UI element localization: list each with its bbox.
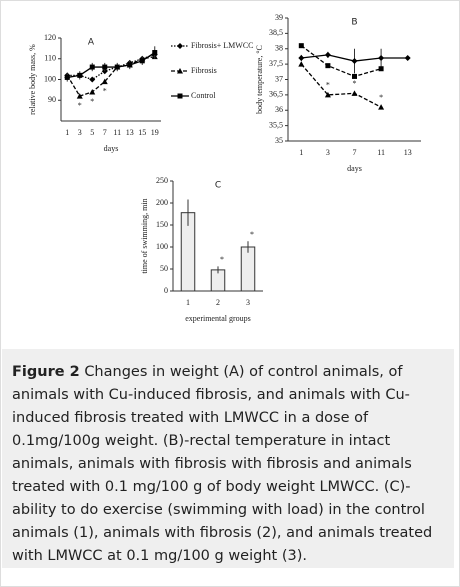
y-tick-label: 38,5	[269, 28, 283, 37]
marker	[64, 74, 70, 80]
y-tick-label: 50	[160, 264, 168, 273]
legend-label: Control	[191, 91, 216, 100]
marker	[77, 72, 83, 78]
x-axis-label: days	[347, 164, 362, 173]
marker	[352, 73, 357, 79]
marker	[404, 54, 411, 61]
y-tick-label: 38	[275, 44, 283, 53]
series-line	[300, 63, 382, 108]
marker	[298, 54, 305, 61]
marker	[298, 61, 305, 67]
marker	[127, 62, 133, 68]
significance: *	[353, 79, 357, 88]
x-tick-label: 11	[113, 128, 121, 137]
marker	[139, 58, 145, 64]
significance: *	[90, 97, 94, 106]
y-tick-label: 150	[156, 220, 168, 229]
y-tick-label: 250	[156, 176, 168, 185]
marker	[378, 66, 384, 72]
marker	[325, 63, 331, 69]
marker	[76, 93, 83, 99]
marker	[177, 68, 183, 74]
marker	[102, 64, 108, 70]
x-axis-label: days	[104, 144, 119, 153]
y-tick-label: 110	[44, 54, 56, 63]
marker	[114, 64, 120, 70]
bar	[240, 246, 256, 292]
marker	[298, 43, 304, 49]
marker	[351, 90, 358, 96]
x-tick-label: 11	[377, 148, 385, 157]
x-tick-label: 7	[353, 148, 357, 157]
marker	[89, 64, 95, 70]
marker	[378, 54, 385, 61]
x-tick-label: 13	[404, 148, 412, 157]
y-tick-label: 90	[48, 95, 56, 104]
significance: *	[379, 93, 383, 102]
y-tick-label: 200	[156, 198, 168, 207]
marker	[89, 76, 96, 83]
x-tick-label: 3	[78, 128, 82, 137]
caption: Figure 2 Changes in weight (A) of contro…	[2, 349, 454, 568]
marker	[177, 43, 183, 49]
caption-text: Changes in weight (A) of control animals…	[12, 364, 433, 564]
y-axis-label: time of swimming, min	[140, 198, 149, 273]
y-tick-label: 100	[44, 74, 56, 83]
x-tick-label: 3	[246, 298, 250, 307]
x-tick-label: 2	[216, 298, 220, 307]
significance: *	[250, 230, 254, 239]
x-tick-label: 13	[126, 128, 134, 137]
y-tick-label: 35,5	[269, 120, 283, 129]
y-axis-label: body temperature, °C	[255, 45, 264, 114]
x-tick-label: 7	[103, 128, 107, 137]
chart-title: B	[351, 18, 357, 28]
marker	[324, 91, 331, 98]
significance: *	[103, 86, 107, 95]
y-tick-label: 120	[44, 33, 56, 42]
significance: *	[220, 255, 224, 264]
y-tick-label: 0	[164, 286, 168, 295]
marker	[351, 58, 358, 65]
marker	[152, 50, 158, 56]
y-axis-label: relative body mass, %	[28, 44, 37, 115]
x-axis-label: experimental groups	[185, 314, 251, 323]
marker	[177, 93, 183, 99]
significance: *	[78, 101, 82, 110]
x-tick-label: 5	[90, 128, 94, 137]
caption-label: Figure 2	[12, 364, 80, 380]
y-tick-label: 35	[275, 136, 283, 145]
x-tick-label: 19	[151, 128, 159, 137]
y-tick-label: 37,5	[269, 59, 283, 68]
significance: *	[326, 81, 330, 90]
chart-title: A	[88, 38, 95, 48]
y-tick-label: 39	[275, 13, 283, 22]
y-tick-label: 36,5	[269, 90, 283, 99]
y-tick-label: 36	[275, 105, 283, 114]
x-tick-label: 15	[138, 128, 146, 137]
y-tick-label: 37	[275, 74, 283, 83]
x-tick-label: 1	[186, 298, 190, 307]
marker	[324, 51, 331, 58]
legend-label: Fibrosis	[191, 66, 217, 75]
x-tick-label: 1	[299, 148, 303, 157]
y-tick-label: 100	[156, 242, 168, 251]
legend-label: Fibrosis+ LMWCC	[191, 41, 254, 50]
x-tick-label: 1	[65, 128, 69, 137]
marker	[101, 78, 108, 85]
chart-title: C	[215, 181, 221, 191]
marker	[89, 88, 96, 95]
x-tick-label: 3	[326, 148, 330, 157]
series-line	[300, 45, 382, 78]
marker	[378, 104, 385, 110]
